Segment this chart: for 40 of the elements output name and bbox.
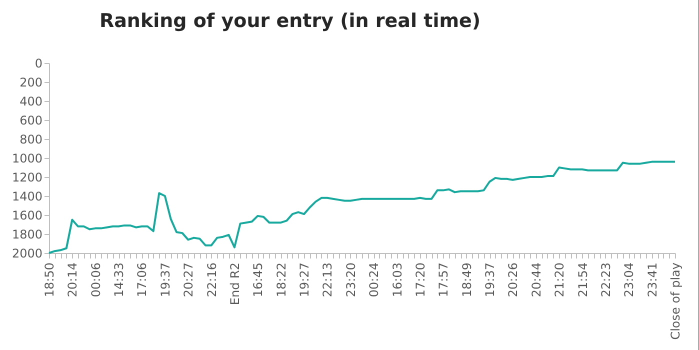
y-tick-label: 0 <box>34 56 42 70</box>
x-tick-label: 17:57 <box>436 262 451 298</box>
y-tick-label: 1800 <box>12 228 42 242</box>
x-tick-label: 23:41 <box>645 262 660 298</box>
y-tick-label: 2000 <box>12 246 42 260</box>
x-tick-label: 19:37 <box>483 262 498 298</box>
x-tick-label: 18:50 <box>42 262 56 298</box>
x-tick-label: 16:45 <box>251 262 266 298</box>
y-tick-label: 1200 <box>12 170 42 184</box>
x-tick-label: 21:20 <box>552 262 567 298</box>
y-tick-label: 200 <box>20 76 42 90</box>
y-tick-label: 400 <box>20 94 42 108</box>
x-tick-label: 17:06 <box>135 262 150 298</box>
x-tick-label: 20:27 <box>182 262 196 298</box>
y-tick-label: 800 <box>20 132 42 146</box>
x-tick-label: 18:22 <box>274 262 288 298</box>
x-tick-label: 19:27 <box>298 262 312 298</box>
x-tick-label: 21:54 <box>576 262 590 298</box>
x-tick-label: 20:14 <box>66 262 80 298</box>
x-tick-label: End R2 <box>228 262 242 306</box>
y-tick-label: 1400 <box>12 190 42 204</box>
x-tick-label: Close of play <box>668 262 682 340</box>
x-tick-label: 14:33 <box>112 262 126 298</box>
y-tick-label: 1000 <box>12 152 42 166</box>
x-tick-label: 23:04 <box>622 262 636 298</box>
x-tick-label: 00:24 <box>367 262 382 298</box>
y-tick-label: 600 <box>20 114 42 128</box>
x-tick-label: 16:03 <box>390 262 404 298</box>
x-tick-label: 22:13 <box>320 262 335 298</box>
chart-title: Ranking of your entry (in real time) <box>99 10 481 32</box>
x-tick-label: 22:23 <box>598 262 613 298</box>
x-tick-label: 22:16 <box>204 262 219 298</box>
x-tick-label: 19:37 <box>158 262 172 298</box>
x-tick-label: 20:44 <box>529 262 544 298</box>
x-tick-label: 17:20 <box>413 262 428 298</box>
x-tick-label: 18:49 <box>460 262 474 298</box>
y-tick-label: 1600 <box>12 208 42 222</box>
x-tick-label: 20:26 <box>506 262 520 298</box>
x-tick-label: 23:20 <box>344 262 358 298</box>
x-tick-label: 00:06 <box>88 262 103 298</box>
